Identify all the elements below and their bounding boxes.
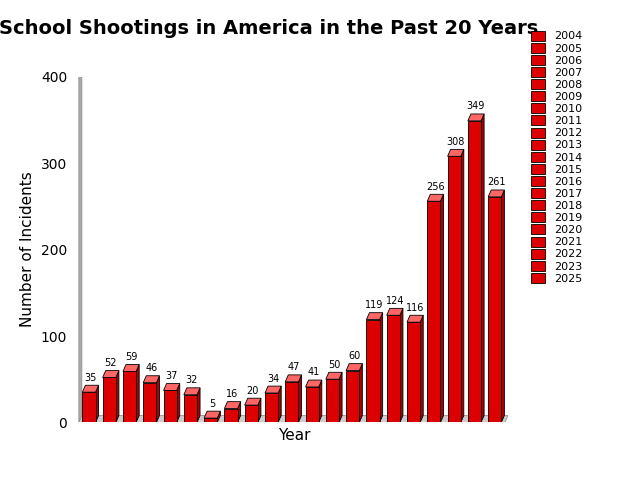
Polygon shape [367, 312, 383, 320]
Text: 261: 261 [487, 178, 506, 187]
Polygon shape [400, 308, 403, 422]
Text: 46: 46 [145, 363, 157, 373]
Polygon shape [298, 375, 301, 422]
FancyBboxPatch shape [164, 390, 177, 422]
Text: 47: 47 [287, 362, 300, 372]
FancyBboxPatch shape [387, 315, 400, 422]
Text: 60: 60 [348, 351, 360, 361]
Polygon shape [346, 364, 362, 371]
Text: 308: 308 [447, 137, 465, 147]
Polygon shape [79, 416, 508, 422]
FancyBboxPatch shape [428, 201, 440, 422]
Polygon shape [380, 312, 383, 422]
Polygon shape [468, 114, 484, 121]
FancyBboxPatch shape [184, 395, 197, 422]
Polygon shape [184, 388, 200, 395]
Polygon shape [116, 371, 119, 422]
FancyBboxPatch shape [83, 392, 95, 422]
Polygon shape [79, 70, 82, 422]
FancyBboxPatch shape [225, 408, 237, 422]
Polygon shape [319, 380, 322, 422]
Polygon shape [278, 386, 281, 422]
Polygon shape [123, 364, 139, 372]
Polygon shape [136, 364, 139, 422]
FancyBboxPatch shape [143, 383, 156, 422]
Text: 37: 37 [166, 371, 178, 381]
FancyBboxPatch shape [367, 320, 380, 422]
Text: 116: 116 [406, 303, 424, 312]
Text: 5: 5 [209, 398, 215, 408]
Polygon shape [359, 364, 362, 422]
FancyBboxPatch shape [102, 377, 116, 422]
Polygon shape [225, 402, 241, 408]
FancyBboxPatch shape [123, 372, 136, 422]
Text: 41: 41 [308, 368, 320, 377]
Text: 34: 34 [267, 373, 279, 384]
FancyBboxPatch shape [326, 379, 339, 422]
Polygon shape [197, 388, 200, 422]
Polygon shape [420, 315, 423, 422]
Polygon shape [156, 376, 159, 422]
FancyBboxPatch shape [285, 382, 298, 422]
Polygon shape [244, 398, 261, 405]
Text: School Shootings in America in the Past 20 Years: School Shootings in America in the Past … [0, 19, 538, 38]
Text: 52: 52 [104, 358, 117, 368]
FancyBboxPatch shape [244, 405, 258, 422]
Legend: 2004, 2005, 2006, 2007, 2008, 2009, 2010, 2011, 2012, 2013, 2014, 2015, 2016, 20: 2004, 2005, 2006, 2007, 2008, 2009, 2010… [531, 30, 583, 285]
Polygon shape [326, 372, 342, 379]
Text: 20: 20 [246, 385, 259, 396]
FancyBboxPatch shape [346, 371, 359, 422]
Polygon shape [102, 371, 119, 377]
Polygon shape [83, 385, 99, 392]
Polygon shape [204, 411, 220, 418]
Polygon shape [387, 308, 403, 315]
Polygon shape [488, 190, 504, 197]
Polygon shape [481, 114, 484, 422]
Text: 32: 32 [186, 375, 198, 385]
Polygon shape [440, 194, 444, 422]
Polygon shape [407, 315, 423, 322]
Polygon shape [501, 190, 504, 422]
Text: 349: 349 [467, 101, 485, 111]
Polygon shape [461, 149, 464, 422]
Polygon shape [265, 386, 281, 393]
FancyBboxPatch shape [488, 197, 501, 422]
Text: 256: 256 [426, 182, 445, 192]
FancyBboxPatch shape [447, 156, 461, 422]
Polygon shape [164, 384, 180, 390]
Text: 59: 59 [125, 352, 137, 362]
Text: 124: 124 [385, 296, 404, 306]
Polygon shape [428, 194, 444, 201]
FancyBboxPatch shape [407, 322, 420, 422]
X-axis label: Year: Year [278, 428, 310, 443]
Polygon shape [258, 398, 261, 422]
Polygon shape [305, 380, 322, 387]
Polygon shape [237, 402, 241, 422]
FancyBboxPatch shape [265, 393, 278, 422]
FancyBboxPatch shape [468, 121, 481, 422]
Polygon shape [143, 376, 159, 383]
Polygon shape [218, 411, 220, 422]
Polygon shape [285, 375, 301, 382]
FancyBboxPatch shape [305, 387, 319, 422]
FancyBboxPatch shape [204, 418, 218, 422]
Polygon shape [177, 384, 180, 422]
Text: 119: 119 [365, 300, 384, 310]
Text: 35: 35 [84, 372, 97, 383]
Polygon shape [95, 385, 99, 422]
Y-axis label: Number of Incidents: Number of Incidents [20, 172, 35, 327]
Polygon shape [339, 372, 342, 422]
Polygon shape [447, 149, 464, 156]
Text: 16: 16 [227, 389, 239, 399]
Text: 50: 50 [328, 360, 340, 370]
